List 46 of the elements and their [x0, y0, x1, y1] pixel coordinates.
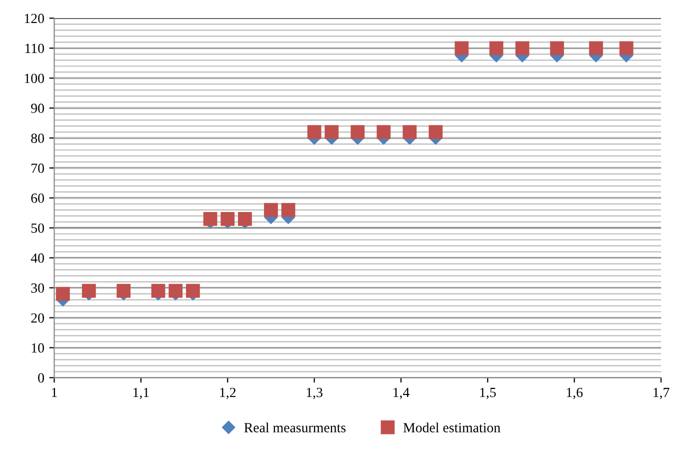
point — [454, 41, 469, 56]
point — [307, 125, 322, 139]
point — [56, 286, 70, 301]
y-tick-label: 20 — [31, 313, 44, 323]
x-tick-label: 1,4 — [394, 388, 410, 400]
point — [264, 202, 278, 217]
point — [168, 284, 183, 298]
point — [238, 212, 252, 226]
x-tick-label: 1,7 — [654, 388, 670, 400]
x-tick-label: 1,3 — [306, 388, 322, 400]
legend-label: Model estimation — [403, 422, 500, 432]
point — [116, 284, 131, 298]
y-tick-label: 50 — [31, 223, 44, 233]
point — [203, 212, 218, 226]
x-tick-label: 1,1 — [133, 388, 149, 400]
point — [619, 41, 634, 56]
y-tick-label: 110 — [25, 44, 44, 54]
y-tick-label: 40 — [30, 253, 44, 263]
point — [428, 125, 443, 139]
y-tick-label: 70 — [32, 164, 44, 173]
point — [489, 41, 504, 56]
legend-label: Real measurments — [244, 422, 346, 432]
y-tick-label: 0 — [38, 373, 44, 383]
y-tick-label: 80 — [31, 134, 44, 143]
y-tick-label: 10 — [32, 343, 44, 353]
point — [376, 125, 391, 139]
point — [82, 284, 96, 298]
point — [151, 284, 166, 298]
y-tick-label: 100 — [24, 74, 44, 84]
y-tick-label: 90 — [31, 104, 44, 114]
point — [350, 125, 365, 139]
y-tick-label: 30 — [31, 283, 44, 293]
point — [186, 284, 200, 298]
point — [324, 125, 339, 139]
point — [515, 41, 530, 56]
y-tick-label: 60 — [31, 194, 44, 203]
point — [281, 202, 296, 217]
y-tick-label: 120 — [24, 14, 44, 24]
x-tick-label: 1 — [52, 388, 57, 398]
x-tick-label: 1,2 — [220, 388, 236, 400]
x-tick-label: 1,6 — [566, 388, 583, 400]
x-tick-label: 1,5 — [480, 388, 496, 400]
point — [402, 125, 417, 139]
point — [550, 41, 564, 56]
point — [589, 41, 603, 56]
point — [220, 212, 235, 226]
